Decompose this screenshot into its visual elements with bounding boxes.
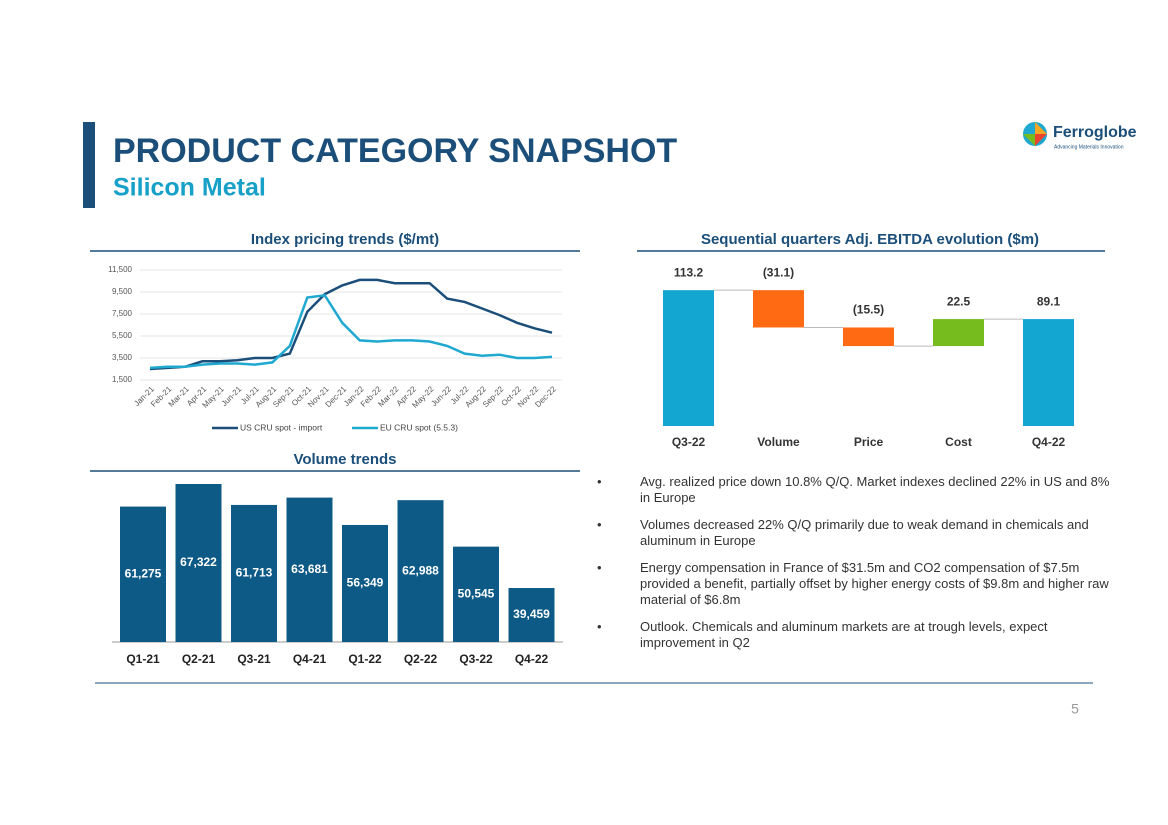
subtitle: Silicon Metal	[113, 174, 266, 202]
value-label: 89.1	[1037, 294, 1061, 308]
x-tick-label: Q3-22	[672, 435, 706, 449]
bar	[286, 497, 333, 642]
x-tick-label: Q3-22	[459, 652, 493, 666]
bar	[663, 290, 714, 426]
x-tick-label: Jun-22	[429, 384, 453, 408]
bar	[120, 506, 166, 642]
bar	[342, 524, 388, 642]
x-tick-label: Price	[854, 435, 884, 449]
x-tick-label: Cost	[945, 435, 972, 449]
logo-name: Ferroglobe	[1053, 124, 1137, 141]
x-tick-label: Q4-22	[515, 652, 549, 666]
bar	[843, 327, 894, 347]
value-label: (31.1)	[763, 265, 794, 279]
x-tick-label: Q2-21	[182, 652, 216, 666]
value-label: (15.5)	[853, 303, 884, 317]
y-tick-label: 9,500	[112, 287, 133, 296]
x-tick-label: Volume	[757, 435, 800, 449]
x-tick-label: Q1-22	[348, 652, 382, 666]
chart-title: Sequential quarters Adj. EBITDA evolutio…	[701, 231, 1039, 248]
logo-tagline: Advancing Materials Innovation	[1054, 144, 1124, 150]
y-tick-label: 3,500	[112, 353, 133, 362]
y-tick-label: 1,500	[112, 375, 133, 384]
line-series	[149, 278, 553, 371]
y-tick-label: 11,500	[108, 265, 132, 274]
bullet: Outlook. Chemicals and aluminum markets …	[597, 619, 1122, 651]
bar	[175, 483, 222, 642]
value-label: 22.5	[947, 294, 971, 308]
x-tick-label: Q2-22	[404, 652, 438, 666]
y-tick-label: 5,500	[112, 331, 133, 340]
value-label: 61,713	[236, 566, 273, 580]
value-label: 113.2	[674, 265, 704, 279]
value-label: 56,349	[347, 576, 384, 590]
value-label: 50,545	[458, 586, 495, 600]
logo-icon	[1023, 122, 1047, 146]
bullet: Energy compensation in France of $31.5m …	[597, 560, 1122, 608]
value-label: 61,275	[125, 566, 162, 580]
legend-label: US CRU spot - import	[240, 422, 323, 432]
bullet-list: Avg. realized price down 10.8% Q/Q. Mark…	[597, 474, 1122, 662]
page-number: 5	[1071, 701, 1079, 717]
title: PRODUCT CATEGORY SNAPSHOT	[113, 132, 677, 170]
bar	[453, 546, 499, 642]
bar	[397, 500, 444, 642]
x-tick-label: Q4-21	[293, 652, 327, 666]
accent-bar	[83, 122, 95, 208]
chart-title: Volume trends	[293, 451, 396, 468]
bullet: Volumes decreased 22% Q/Q primarily due …	[597, 517, 1122, 549]
x-tick-label: Q4-22	[1032, 435, 1066, 449]
x-tick-label: Q3-21	[237, 652, 271, 666]
bar	[508, 588, 555, 642]
chart-title: Index pricing trends ($/mt)	[251, 231, 439, 248]
value-label: 39,459	[513, 607, 550, 621]
bar	[231, 504, 277, 642]
value-label: 63,681	[291, 562, 328, 576]
bullet: Avg. realized price down 10.8% Q/Q. Mark…	[597, 474, 1122, 506]
x-tick-label: Jun-21	[220, 384, 244, 408]
bar	[1023, 319, 1074, 426]
bar	[753, 290, 804, 328]
line-series	[149, 293, 553, 370]
legend-label: EU CRU spot (5.5.3)	[380, 422, 458, 432]
value-label: 62,988	[402, 563, 439, 577]
x-tick-label: Q1-21	[126, 652, 160, 666]
value-label: 67,322	[180, 555, 217, 569]
bar	[933, 319, 984, 347]
y-tick-label: 7,500	[112, 309, 133, 318]
